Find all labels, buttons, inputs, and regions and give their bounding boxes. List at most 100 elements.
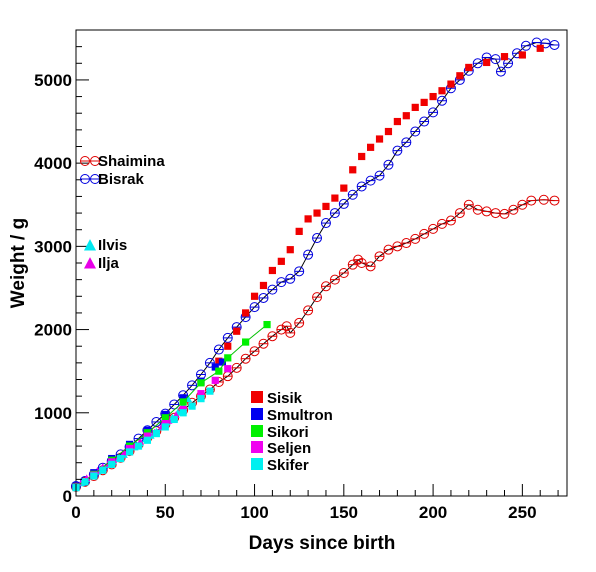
y-tick-label: 2000: [34, 321, 72, 340]
data-point-skifer: [81, 478, 89, 486]
legend-marker-bisrak: [80, 174, 90, 184]
data-point-shaimina: [538, 194, 549, 205]
data-point-bisrak: [294, 266, 305, 277]
data-point-sikori: [161, 414, 169, 422]
data-point-skifer: [117, 454, 125, 463]
data-point-seljen: [143, 432, 152, 440]
data-point-shaimina: [508, 204, 519, 215]
data-point-sisik: [242, 309, 250, 317]
y-axis-title: Weight / g: [8, 218, 29, 308]
data-point-sisik: [393, 117, 401, 126]
data-point-sisik: [250, 292, 259, 300]
legend-marker-sisik: [251, 391, 263, 403]
data-point-shaimina: [517, 199, 528, 210]
x-tick-label: 150: [330, 503, 358, 522]
data-point-bisrak: [419, 116, 430, 127]
data-point-bisrak: [374, 170, 385, 181]
data-point-bisrak: [169, 399, 180, 410]
data-point-bisrak: [383, 159, 394, 170]
data-point-bisrak: [312, 233, 323, 244]
data-point-bisrak: [338, 198, 349, 209]
legend-entry-bisrak: Bisrak: [80, 171, 145, 188]
data-point-shaimina: [240, 353, 251, 364]
legend-label-smultron: Smultron: [267, 407, 333, 424]
data-point-shaimina: [410, 233, 421, 244]
legend-entry-sikori: Sikori: [251, 424, 309, 441]
data-point-sisik: [384, 127, 393, 136]
x-tick-label: 0: [71, 503, 80, 522]
data-point-bisrak: [204, 357, 215, 368]
data-point-bisrak: [410, 126, 421, 137]
data-point-skifer: [161, 423, 169, 431]
data-point-skifer: [170, 415, 178, 424]
series-shaimina: [71, 194, 560, 492]
data-point-skifer: [125, 448, 134, 456]
series-smultron: [72, 358, 227, 490]
data-point-shaimina: [249, 346, 260, 357]
data-point-sisik: [420, 98, 428, 106]
data-point-sisik: [268, 266, 276, 275]
data-point-sikori: [224, 354, 232, 362]
legend-label-shaimina: Shaimina: [98, 153, 165, 170]
data-point-sisik: [358, 152, 366, 161]
legend-entry-ilvis: Ilvis: [84, 237, 127, 254]
data-point-sisik: [438, 87, 446, 95]
data-point-sisik: [500, 53, 509, 61]
data-point-skifer: [188, 402, 196, 410]
data-point-sisik: [331, 194, 339, 202]
ticks-layer: 0 50 100 150 200 250 0 1000 2000 3000 4000 5000: [34, 29, 559, 522]
data-point-bisrak: [320, 218, 331, 229]
legend-label-sisik: Sisik: [267, 390, 303, 407]
legend-marker-smultron: [251, 408, 263, 420]
x-tick-label: 200: [419, 503, 447, 522]
data-point-shaimina: [365, 261, 376, 272]
legend-entry-seljen: Seljen: [251, 440, 311, 457]
data-point-shaimina: [338, 267, 349, 278]
data-point-smultron: [211, 363, 219, 371]
data-point-skifer: [143, 436, 152, 444]
data-point-shaimina: [445, 215, 456, 226]
series-layer: [71, 37, 560, 492]
data-point-shaimina: [267, 331, 278, 342]
data-point-bisrak: [258, 292, 269, 303]
data-point-sisik: [340, 184, 348, 192]
data-point-skifer: [90, 472, 98, 480]
data-point-shaimina: [490, 208, 501, 219]
legend-marker-bisrak: [90, 174, 100, 184]
data-point-shaimina: [472, 204, 483, 215]
data-point-skifer: [206, 387, 214, 395]
data-point-shaimina: [356, 258, 367, 268]
data-point-sisik: [375, 135, 384, 143]
data-point-shaimina: [374, 251, 385, 262]
data-point-skifer: [134, 442, 143, 450]
y-tick-label: 5000: [34, 71, 72, 90]
data-point-bisrak: [347, 189, 358, 200]
data-point-bisrak: [392, 145, 403, 156]
legend-marker-skifer: [251, 458, 263, 470]
legend-entry-skifer: Skifer: [251, 457, 309, 474]
data-point-bisrak: [249, 302, 260, 313]
data-point-sikori: [242, 338, 250, 346]
data-point-smultron: [218, 358, 227, 366]
data-point-sikori: [197, 379, 205, 387]
data-point-seljen: [211, 376, 219, 384]
data-point-shaimina: [463, 199, 474, 210]
data-point-smultron: [179, 394, 187, 402]
data-point-bisrak: [329, 208, 340, 219]
data-point-bisrak: [222, 332, 233, 343]
legend-label-bisrak: Bisrak: [98, 171, 145, 188]
data-point-sisik: [295, 227, 303, 235]
data-point-sisik: [322, 202, 330, 211]
data-point-seljen: [197, 390, 205, 398]
legend-label-ilja: Ilja: [98, 255, 120, 272]
data-point-bisrak: [495, 66, 506, 77]
data-point-sisik: [224, 342, 232, 350]
y-tick-label: 1000: [34, 404, 72, 423]
data-point-shaimina: [347, 259, 358, 270]
legend-label-skifer: Skifer: [267, 457, 309, 474]
legend-entry-smultron: Smultron: [251, 407, 333, 424]
data-point-sisik: [233, 327, 241, 335]
data-point-skifer: [108, 460, 116, 468]
data-point-shaimina: [276, 324, 287, 335]
